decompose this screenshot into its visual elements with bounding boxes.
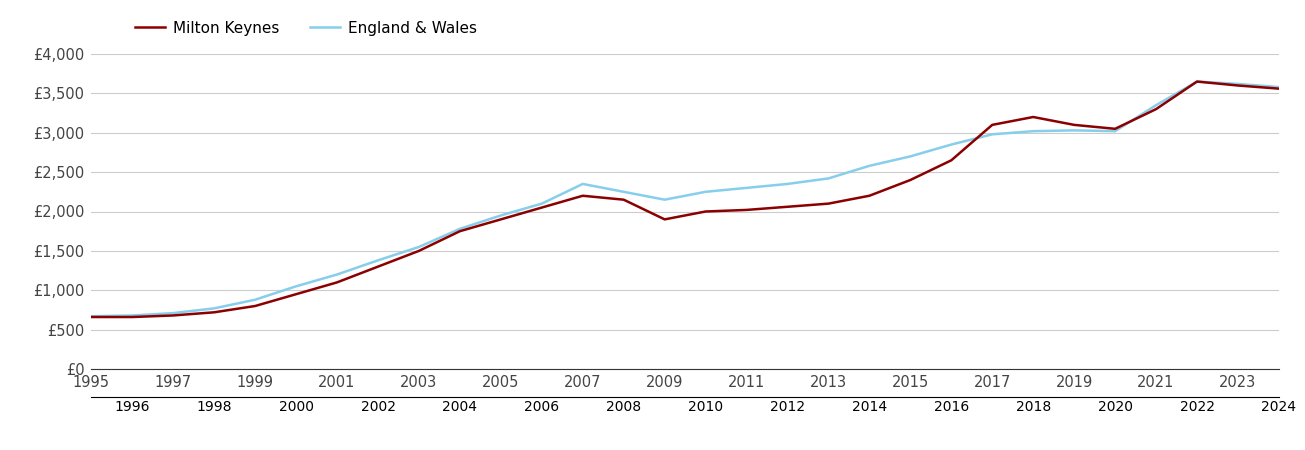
Milton Keynes xyxy=(616,197,632,202)
Milton Keynes xyxy=(371,264,386,269)
England & Wales xyxy=(1148,103,1164,108)
England & Wales xyxy=(84,314,99,319)
Milton Keynes xyxy=(1066,122,1082,128)
Milton Keynes xyxy=(576,193,591,198)
England & Wales xyxy=(1231,81,1246,86)
Milton Keynes xyxy=(84,314,99,319)
England & Wales xyxy=(371,257,386,263)
England & Wales xyxy=(656,197,672,202)
England & Wales xyxy=(1026,128,1041,134)
Milton Keynes xyxy=(288,292,304,297)
England & Wales xyxy=(861,163,877,168)
England & Wales xyxy=(1189,79,1205,84)
Milton Keynes xyxy=(698,209,714,214)
Milton Keynes xyxy=(166,313,181,318)
Milton Keynes xyxy=(779,204,795,209)
Milton Keynes xyxy=(411,248,427,253)
Milton Keynes xyxy=(944,158,959,163)
England & Wales xyxy=(1066,128,1082,133)
Milton Keynes xyxy=(1271,86,1287,91)
Milton Keynes xyxy=(248,303,264,309)
Milton Keynes xyxy=(452,229,467,234)
England & Wales xyxy=(248,297,264,302)
Milton Keynes xyxy=(984,122,1000,128)
Milton Keynes xyxy=(329,279,345,285)
England & Wales xyxy=(984,131,1000,137)
Milton Keynes xyxy=(656,216,672,222)
Milton Keynes xyxy=(534,205,549,210)
Line: Milton Keynes: Milton Keynes xyxy=(91,81,1279,317)
England & Wales xyxy=(698,189,714,194)
England & Wales xyxy=(821,176,837,181)
England & Wales xyxy=(779,181,795,187)
Milton Keynes xyxy=(124,314,140,319)
England & Wales xyxy=(739,185,754,191)
Milton Keynes xyxy=(206,310,222,315)
England & Wales xyxy=(616,189,632,194)
Line: England & Wales: England & Wales xyxy=(91,81,1279,316)
England & Wales xyxy=(1271,84,1287,90)
England & Wales xyxy=(329,272,345,277)
Legend: Milton Keynes, England & Wales: Milton Keynes, England & Wales xyxy=(134,21,476,36)
England & Wales xyxy=(166,310,181,316)
Milton Keynes xyxy=(1189,79,1205,84)
England & Wales xyxy=(1107,128,1122,134)
England & Wales xyxy=(411,244,427,250)
Milton Keynes xyxy=(1148,107,1164,112)
Milton Keynes xyxy=(861,193,877,198)
England & Wales xyxy=(452,226,467,231)
England & Wales xyxy=(124,313,140,318)
Milton Keynes xyxy=(821,201,837,206)
England & Wales xyxy=(944,142,959,147)
England & Wales xyxy=(493,213,509,218)
England & Wales xyxy=(206,306,222,311)
England & Wales xyxy=(288,284,304,289)
Milton Keynes xyxy=(493,216,509,222)
Milton Keynes xyxy=(903,177,919,183)
Milton Keynes xyxy=(1107,126,1122,131)
Milton Keynes xyxy=(1026,114,1041,120)
England & Wales xyxy=(534,201,549,206)
England & Wales xyxy=(903,154,919,159)
Milton Keynes xyxy=(1231,83,1246,88)
England & Wales xyxy=(576,181,591,187)
Milton Keynes xyxy=(739,207,754,212)
